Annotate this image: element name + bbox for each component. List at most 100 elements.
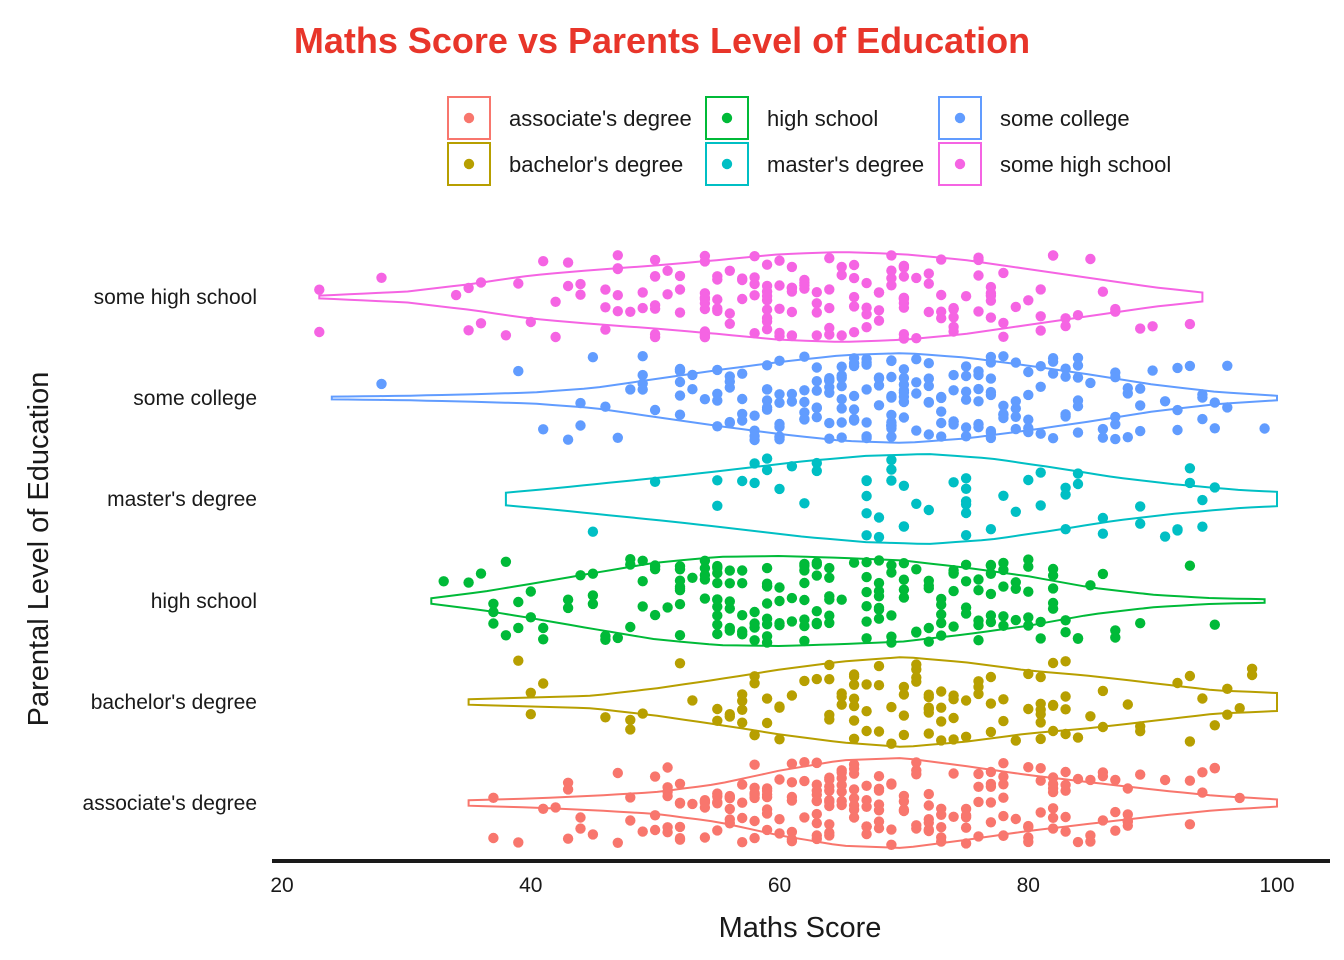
- point-some-high-school: [1060, 313, 1071, 324]
- legend-label: some college: [1000, 106, 1130, 131]
- point-some-high-school: [923, 268, 934, 279]
- point-high-school: [873, 577, 885, 589]
- point-some-high-school: [936, 254, 947, 265]
- point-high-school: [861, 633, 872, 644]
- point-high-school: [1085, 580, 1096, 591]
- point-associates: [861, 801, 872, 812]
- point-high-school: [811, 570, 822, 581]
- point-some-college: [1035, 381, 1046, 392]
- legend-dot: [721, 158, 733, 170]
- point-high-school: [587, 598, 599, 610]
- point-bachelors: [1184, 736, 1196, 747]
- point-masters: [587, 526, 599, 537]
- point-high-school: [873, 604, 885, 615]
- point-masters: [873, 531, 885, 543]
- point-bachelors: [948, 712, 959, 724]
- point-high-school: [799, 558, 810, 570]
- point-high-school: [911, 564, 922, 575]
- point-some-high-school: [575, 278, 586, 290]
- point-some-high-school: [550, 331, 561, 343]
- point-bachelors: [936, 702, 947, 713]
- point-some-college: [1159, 396, 1171, 407]
- point-some-high-school: [1010, 301, 1021, 313]
- point-associates: [923, 800, 934, 811]
- point-bachelors: [1060, 656, 1071, 667]
- point-bachelors: [861, 725, 872, 737]
- point-some-high-school: [1072, 310, 1084, 321]
- point-some-college: [811, 362, 822, 373]
- point-bachelors: [848, 700, 860, 712]
- point-some-high-school: [513, 278, 524, 289]
- point-high-school: [587, 568, 599, 579]
- point-some-high-school: [450, 289, 462, 301]
- point-associates: [649, 810, 661, 821]
- point-some-high-school: [998, 331, 1009, 342]
- point-some-high-school: [637, 287, 648, 298]
- point-associates: [513, 837, 524, 848]
- point-associates: [1047, 803, 1059, 814]
- point-bachelors: [861, 679, 872, 690]
- point-some-college: [998, 351, 1009, 362]
- legend: associate's degree bachelor's degree high …: [447, 96, 1171, 186]
- point-some-high-school: [600, 284, 611, 295]
- point-bachelors: [1085, 711, 1096, 722]
- point-some-college: [1072, 352, 1084, 364]
- point-high-school: [786, 592, 798, 604]
- point-high-school: [1010, 614, 1021, 626]
- legend-dot: [954, 112, 966, 124]
- point-some-high-school: [861, 277, 872, 289]
- point-some-college: [513, 365, 524, 377]
- point-high-school: [886, 567, 897, 578]
- point-high-school: [973, 585, 984, 596]
- point-bachelors: [1035, 733, 1046, 745]
- point-bachelors: [886, 738, 897, 749]
- point-some-high-school: [973, 270, 984, 281]
- point-associates: [786, 826, 798, 838]
- point-bachelors: [774, 734, 785, 745]
- point-some-college: [1023, 366, 1034, 378]
- point-some-college: [824, 417, 835, 429]
- point-some-high-school: [575, 289, 586, 300]
- series-masters: [504, 453, 1278, 545]
- point-associates: [811, 757, 822, 768]
- point-some-college: [674, 390, 686, 401]
- point-associates: [699, 797, 711, 808]
- point-some-college: [836, 361, 847, 372]
- point-some-college: [1035, 361, 1046, 372]
- point-high-school: [1072, 633, 1084, 644]
- point-masters: [1184, 477, 1196, 489]
- y-tick-label: bachelor's degree: [91, 691, 257, 714]
- point-some-high-school: [749, 272, 760, 283]
- point-associates: [1184, 819, 1196, 830]
- point-bachelors: [948, 690, 959, 701]
- point-high-school: [761, 581, 773, 592]
- point-some-college: [886, 420, 897, 431]
- point-associates: [898, 805, 910, 817]
- point-bachelors: [799, 675, 810, 687]
- point-bachelors: [1047, 657, 1059, 669]
- point-associates: [1047, 772, 1059, 783]
- point-bachelors: [712, 715, 723, 726]
- point-masters: [786, 461, 798, 472]
- point-some-college: [1135, 383, 1146, 394]
- point-masters: [1197, 494, 1208, 506]
- point-some-high-school: [314, 284, 325, 295]
- point-some-high-school: [985, 295, 997, 306]
- point-high-school: [824, 610, 835, 621]
- point-some-high-school: [848, 259, 860, 271]
- x-axis: 20 40 60 80 100: [270, 874, 1294, 897]
- point-associates: [662, 782, 673, 793]
- point-bachelors: [911, 676, 922, 687]
- point-high-school: [824, 617, 835, 629]
- point-some-high-school: [475, 318, 487, 329]
- point-high-school: [861, 616, 872, 627]
- point-masters: [960, 499, 972, 510]
- point-some-high-school: [612, 306, 623, 317]
- point-some-college: [998, 400, 1009, 411]
- point-some-college: [886, 371, 897, 383]
- point-some-college: [960, 361, 972, 372]
- point-masters: [1010, 506, 1021, 517]
- point-some-college: [1147, 365, 1158, 376]
- point-associates: [1135, 769, 1146, 780]
- point-some-college: [376, 378, 387, 390]
